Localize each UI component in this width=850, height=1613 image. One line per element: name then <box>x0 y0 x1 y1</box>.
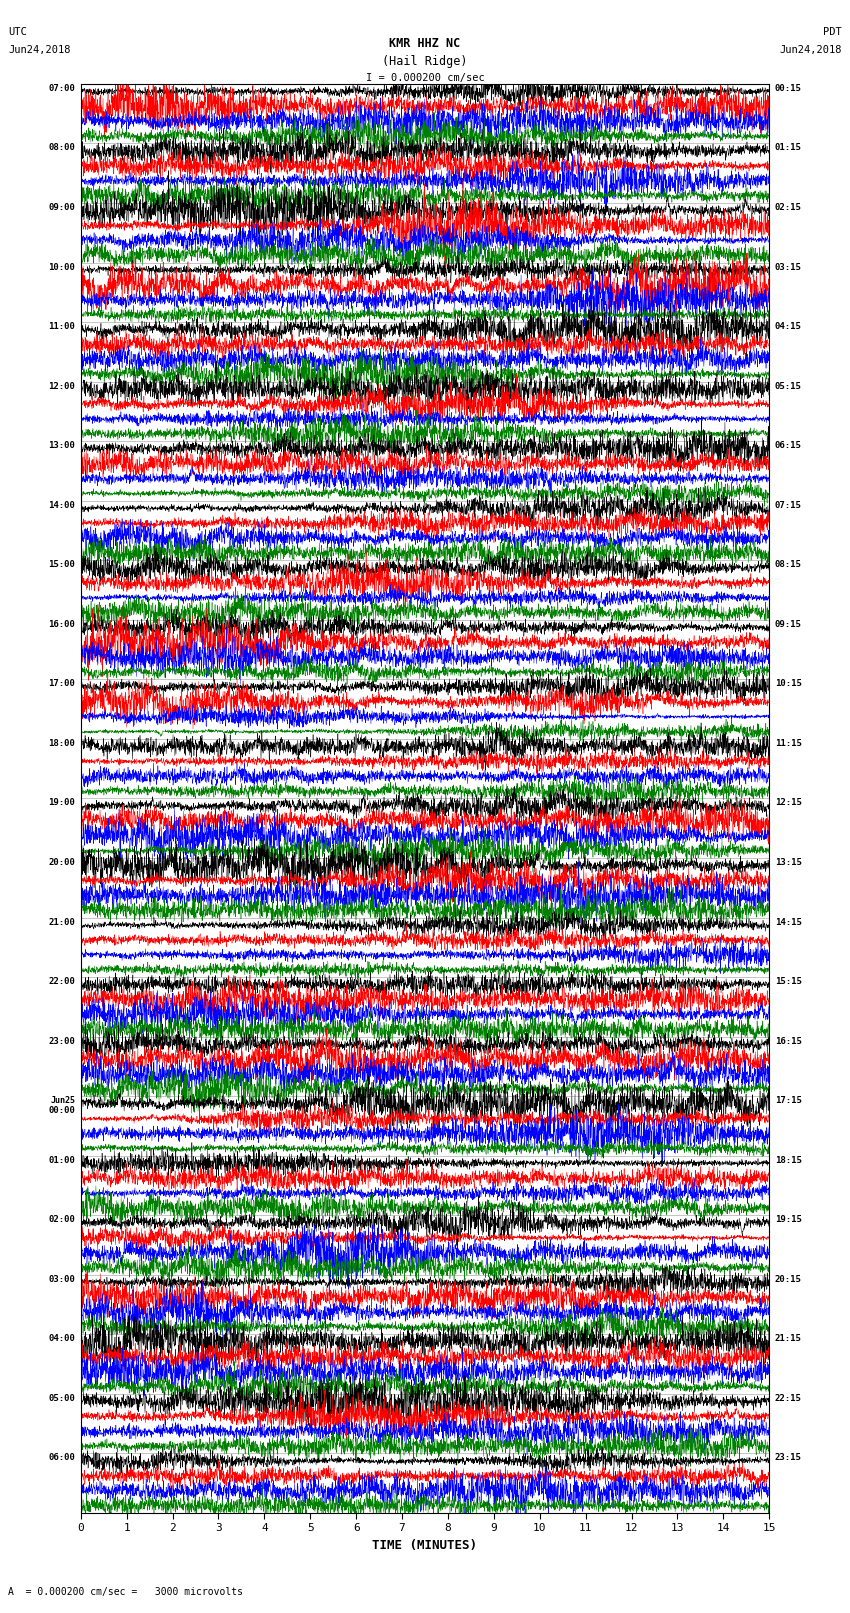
Text: 15:15: 15:15 <box>775 977 802 986</box>
Text: 03:00: 03:00 <box>48 1274 75 1284</box>
Text: 07:00: 07:00 <box>48 84 75 94</box>
Text: 22:00: 22:00 <box>48 977 75 986</box>
Text: 14:15: 14:15 <box>775 918 802 926</box>
Text: 23:15: 23:15 <box>775 1453 802 1463</box>
Text: 16:15: 16:15 <box>775 1037 802 1045</box>
Text: KMR HHZ NC: KMR HHZ NC <box>389 37 461 50</box>
Text: Jun24,2018: Jun24,2018 <box>779 45 842 55</box>
Text: UTC: UTC <box>8 27 27 37</box>
Text: 08:15: 08:15 <box>775 560 802 569</box>
Text: 00:15: 00:15 <box>775 84 802 94</box>
Text: 23:00: 23:00 <box>48 1037 75 1045</box>
Text: 14:00: 14:00 <box>48 500 75 510</box>
Text: 20:00: 20:00 <box>48 858 75 866</box>
Text: 06:00: 06:00 <box>48 1453 75 1463</box>
Text: 17:00: 17:00 <box>48 679 75 689</box>
Text: 09:00: 09:00 <box>48 203 75 211</box>
X-axis label: TIME (MINUTES): TIME (MINUTES) <box>372 1539 478 1552</box>
Text: 00:00: 00:00 <box>48 1107 75 1115</box>
Text: 10:15: 10:15 <box>775 679 802 689</box>
Text: 18:15: 18:15 <box>775 1155 802 1165</box>
Text: 21:15: 21:15 <box>775 1334 802 1344</box>
Text: 05:15: 05:15 <box>775 382 802 390</box>
Text: 01:15: 01:15 <box>775 144 802 152</box>
Text: I = 0.000200 cm/sec: I = 0.000200 cm/sec <box>366 73 484 82</box>
Text: 05:00: 05:00 <box>48 1394 75 1403</box>
Text: PDT: PDT <box>823 27 842 37</box>
Text: Jun24,2018: Jun24,2018 <box>8 45 71 55</box>
Text: 18:00: 18:00 <box>48 739 75 748</box>
Text: 04:15: 04:15 <box>775 323 802 331</box>
Text: 11:00: 11:00 <box>48 323 75 331</box>
Text: 03:15: 03:15 <box>775 263 802 271</box>
Text: 17:15: 17:15 <box>775 1097 802 1105</box>
Text: A  = 0.000200 cm/sec =   3000 microvolts: A = 0.000200 cm/sec = 3000 microvolts <box>8 1587 243 1597</box>
Text: Jun25: Jun25 <box>50 1097 75 1105</box>
Text: 08:00: 08:00 <box>48 144 75 152</box>
Text: 21:00: 21:00 <box>48 918 75 926</box>
Text: 04:00: 04:00 <box>48 1334 75 1344</box>
Text: 06:15: 06:15 <box>775 442 802 450</box>
Text: 22:15: 22:15 <box>775 1394 802 1403</box>
Text: (Hail Ridge): (Hail Ridge) <box>382 55 468 68</box>
Text: 13:15: 13:15 <box>775 858 802 866</box>
Text: 09:15: 09:15 <box>775 619 802 629</box>
Text: 19:00: 19:00 <box>48 798 75 808</box>
Text: 01:00: 01:00 <box>48 1155 75 1165</box>
Text: 13:00: 13:00 <box>48 442 75 450</box>
Text: 12:00: 12:00 <box>48 382 75 390</box>
Text: 07:15: 07:15 <box>775 500 802 510</box>
Text: 16:00: 16:00 <box>48 619 75 629</box>
Text: 10:00: 10:00 <box>48 263 75 271</box>
Text: 15:00: 15:00 <box>48 560 75 569</box>
Text: 11:15: 11:15 <box>775 739 802 748</box>
Text: 19:15: 19:15 <box>775 1215 802 1224</box>
Text: 12:15: 12:15 <box>775 798 802 808</box>
Text: 02:15: 02:15 <box>775 203 802 211</box>
Text: 02:00: 02:00 <box>48 1215 75 1224</box>
Text: 20:15: 20:15 <box>775 1274 802 1284</box>
